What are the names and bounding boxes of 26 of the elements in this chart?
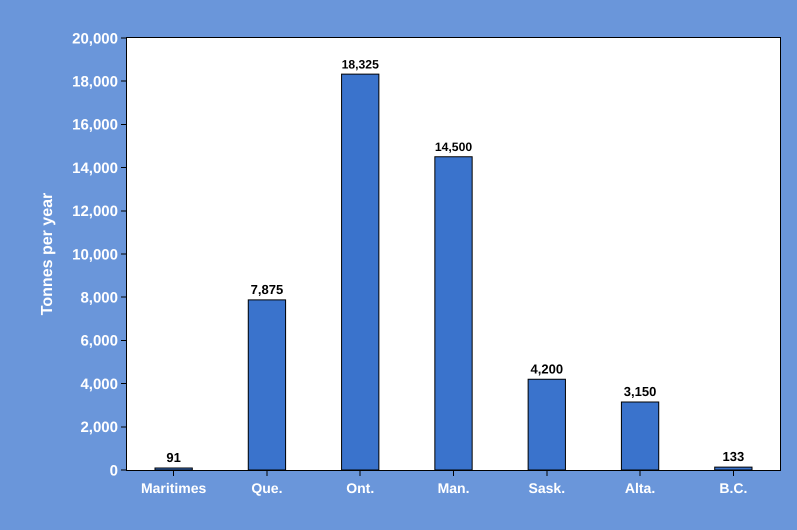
y-tick-label: 10,000 [72,246,118,264]
data-label: 133 [722,449,744,464]
y-axis-title: Tonnes per year [39,192,56,316]
x-tick-label: Que. [251,480,282,496]
data-label: 14,500 [434,140,472,154]
y-tick-label: 12,000 [72,203,118,220]
x-tick-label: B.C. [719,480,748,496]
x-tick-label: Ont. [346,480,374,496]
y-tick-label: 18,000 [72,73,118,90]
y-tick-label: 6,000 [80,332,118,350]
y-tick-label: 14,000 [72,160,118,177]
y-tick-label: 0 [110,462,118,480]
data-label: 7,875 [250,282,284,297]
x-tick-label: Alta. [624,480,656,496]
data-label: 4,200 [530,361,564,376]
x-tick-label: Man. [438,480,470,496]
y-tick-label: 4,000 [80,376,118,393]
data-label: 3,150 [624,384,656,399]
y-tick-label: 8,000 [80,289,118,306]
y-tick-label: 2,000 [80,419,118,436]
x-tick-label: Sask. [528,480,566,496]
y-tick-label: 20,000 [72,30,118,48]
data-label: 91 [166,450,181,466]
x-tick-label: Maritimes [140,480,207,496]
y-tick-label: 16,000 [72,116,118,134]
data-label: 18,325 [342,57,380,72]
